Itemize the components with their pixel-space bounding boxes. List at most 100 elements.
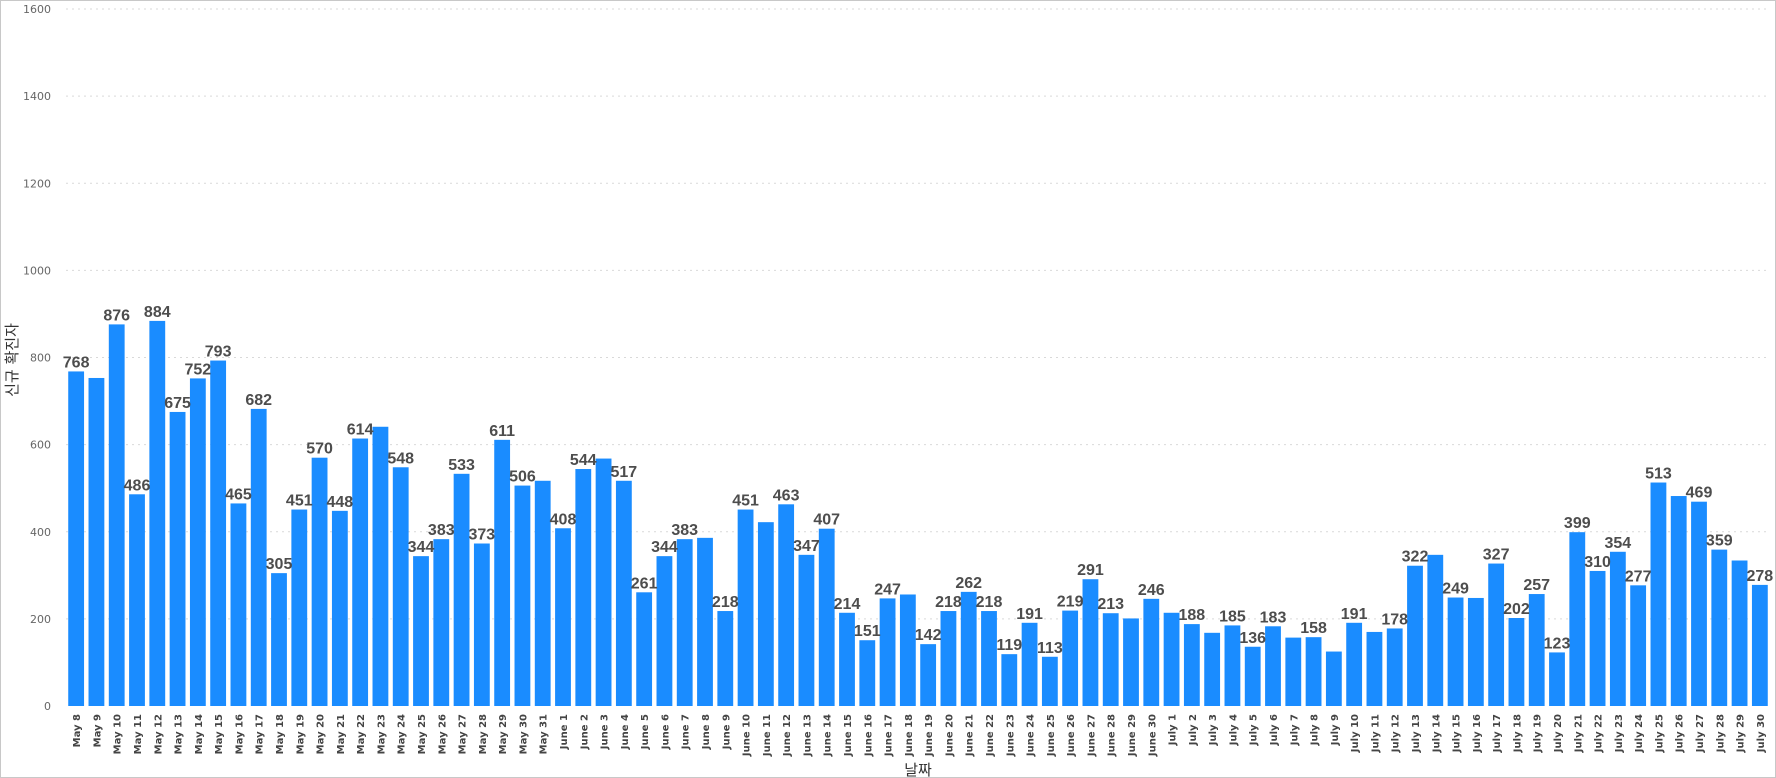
bar[interactable] bbox=[1488, 563, 1505, 706]
bar[interactable] bbox=[818, 528, 835, 706]
bar[interactable] bbox=[494, 439, 511, 706]
bar[interactable] bbox=[757, 522, 774, 706]
bar[interactable] bbox=[311, 457, 328, 706]
bar[interactable] bbox=[1589, 570, 1606, 706]
x-tick-label: June 3 bbox=[600, 714, 611, 750]
bar[interactable] bbox=[169, 411, 186, 706]
bar[interactable] bbox=[1366, 631, 1383, 706]
bar[interactable] bbox=[1143, 598, 1160, 706]
x-tick-label: May 11 bbox=[133, 714, 144, 754]
bar[interactable] bbox=[1244, 646, 1261, 706]
bar[interactable] bbox=[1731, 560, 1748, 706]
bar[interactable] bbox=[575, 469, 592, 706]
bar[interactable] bbox=[514, 485, 531, 706]
bar[interactable] bbox=[1346, 622, 1363, 706]
bar[interactable] bbox=[636, 592, 653, 706]
bar[interactable] bbox=[331, 510, 348, 706]
bar[interactable] bbox=[920, 644, 937, 706]
bar[interactable] bbox=[960, 591, 977, 706]
bar[interactable] bbox=[1467, 597, 1484, 706]
bar[interactable] bbox=[68, 371, 85, 706]
y-tick-label: 200 bbox=[30, 613, 51, 626]
bar[interactable] bbox=[1021, 622, 1038, 706]
bar[interactable] bbox=[88, 377, 105, 706]
bar[interactable] bbox=[1386, 628, 1403, 706]
bar[interactable] bbox=[453, 473, 470, 706]
bar[interactable] bbox=[1630, 585, 1647, 706]
x-tick-label: July 12 bbox=[1391, 714, 1402, 753]
bar[interactable] bbox=[271, 573, 287, 706]
bar[interactable] bbox=[595, 458, 612, 706]
bar[interactable] bbox=[1609, 551, 1626, 706]
bar[interactable] bbox=[899, 594, 916, 706]
bar[interactable] bbox=[879, 598, 896, 706]
bar[interactable] bbox=[433, 539, 450, 706]
bar[interactable] bbox=[1691, 501, 1707, 706]
bar[interactable] bbox=[1711, 549, 1728, 706]
bar[interactable] bbox=[210, 360, 227, 706]
bar[interactable] bbox=[1508, 618, 1525, 706]
bar[interactable] bbox=[1123, 618, 1139, 706]
bar[interactable] bbox=[940, 611, 957, 706]
bar[interactable] bbox=[392, 467, 409, 706]
bar[interactable] bbox=[372, 426, 389, 706]
bar[interactable] bbox=[737, 509, 754, 706]
bar[interactable] bbox=[1670, 496, 1687, 706]
bar[interactable] bbox=[778, 504, 795, 706]
x-tick-label: June 25 bbox=[1046, 714, 1057, 757]
bar[interactable] bbox=[189, 378, 206, 706]
bar[interactable] bbox=[656, 556, 673, 706]
bar[interactable] bbox=[1528, 594, 1545, 706]
bar[interactable] bbox=[615, 480, 632, 706]
x-tick-label: May 17 bbox=[255, 714, 266, 754]
bar[interactable] bbox=[697, 537, 713, 706]
bar[interactable] bbox=[981, 611, 997, 706]
bar[interactable] bbox=[1427, 554, 1444, 706]
x-tick-label: May 14 bbox=[194, 714, 205, 754]
bar[interactable] bbox=[291, 509, 308, 706]
bar[interactable] bbox=[1325, 651, 1342, 706]
bar[interactable] bbox=[1082, 579, 1099, 706]
bar[interactable] bbox=[1447, 597, 1464, 706]
bar[interactable] bbox=[1549, 652, 1565, 706]
bar[interactable] bbox=[717, 611, 734, 706]
data-label: 202 bbox=[1503, 601, 1530, 618]
bar[interactable] bbox=[839, 612, 855, 706]
data-label: 142 bbox=[915, 627, 942, 644]
bar[interactable] bbox=[1204, 632, 1221, 706]
bar[interactable] bbox=[1102, 613, 1119, 706]
bar[interactable] bbox=[473, 543, 490, 706]
bar[interactable] bbox=[1265, 626, 1281, 706]
bar[interactable] bbox=[1163, 612, 1180, 706]
x-tick-label: July 9 bbox=[1330, 714, 1341, 746]
bar[interactable] bbox=[108, 324, 125, 706]
bar[interactable] bbox=[1285, 637, 1302, 706]
bar[interactable] bbox=[230, 503, 247, 706]
bar[interactable] bbox=[1062, 610, 1079, 706]
bar[interactable] bbox=[1001, 654, 1018, 706]
bar[interactable] bbox=[1751, 584, 1768, 706]
bar[interactable] bbox=[1305, 637, 1322, 706]
bar[interactable] bbox=[1650, 482, 1667, 706]
bar[interactable] bbox=[352, 438, 369, 706]
bar[interactable] bbox=[1407, 565, 1423, 706]
x-tick-label: July 21 bbox=[1573, 714, 1584, 753]
bar[interactable] bbox=[1041, 656, 1058, 706]
x-tick-label: June 23 bbox=[1005, 714, 1016, 757]
bar[interactable] bbox=[413, 556, 429, 706]
bar[interactable] bbox=[676, 539, 693, 706]
bar[interactable] bbox=[798, 554, 815, 706]
bar[interactable] bbox=[129, 494, 145, 706]
bar[interactable] bbox=[534, 480, 551, 706]
data-label: 614 bbox=[347, 422, 374, 439]
x-tick-label: July 17 bbox=[1492, 714, 1503, 753]
bar[interactable] bbox=[555, 528, 571, 706]
bar[interactable] bbox=[1183, 624, 1200, 706]
bar[interactable] bbox=[250, 408, 267, 706]
bar[interactable] bbox=[859, 640, 876, 706]
bar[interactable] bbox=[149, 320, 166, 706]
x-tick-label: June 19 bbox=[924, 714, 935, 757]
bar[interactable] bbox=[1569, 532, 1586, 706]
bar[interactable] bbox=[1224, 625, 1241, 706]
x-tick-label: July 29 bbox=[1736, 714, 1747, 753]
